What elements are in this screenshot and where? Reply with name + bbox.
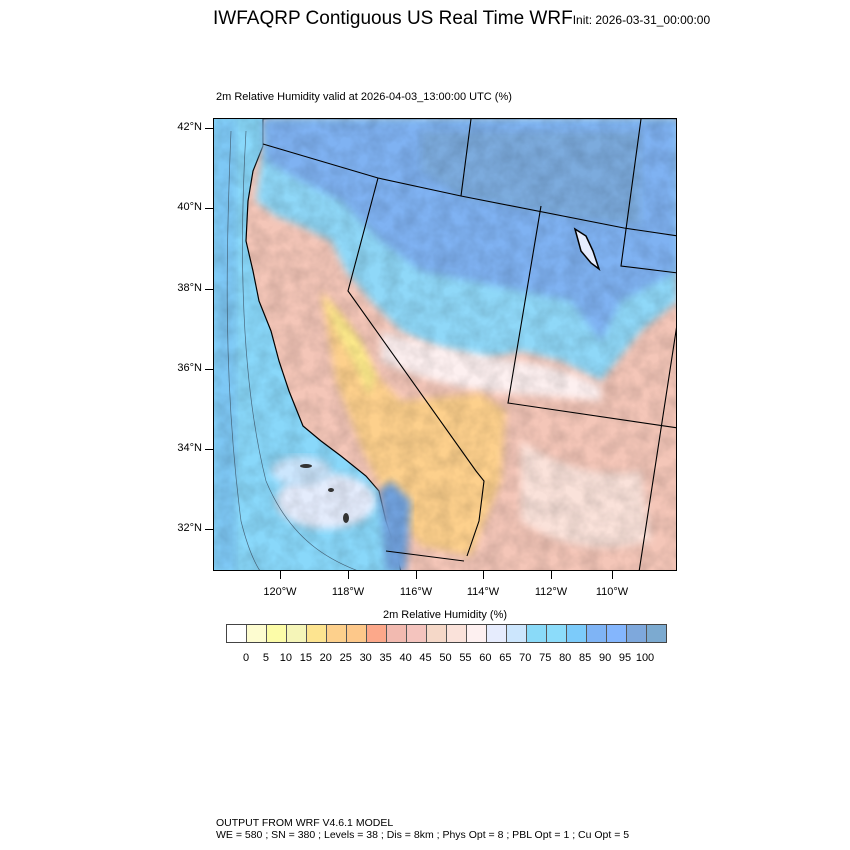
- tick: [205, 369, 213, 370]
- colorbar: [226, 624, 667, 643]
- tick: [416, 571, 417, 579]
- lat-label: 34°N: [177, 442, 202, 454]
- colorbar-swatch: [487, 625, 507, 642]
- colorbar-swatch: [227, 625, 247, 642]
- lat-label: 36°N: [177, 362, 202, 374]
- colorbar-label: 20: [319, 652, 332, 664]
- init-time: Init: 2026-03-31_00:00:00: [572, 13, 711, 27]
- map-canvas: [214, 119, 676, 570]
- lat-label: 42°N: [177, 121, 202, 133]
- tick: [551, 571, 552, 579]
- colorbar-swatch: [407, 625, 427, 642]
- colorbar-swatch: [267, 625, 287, 642]
- lat-label: 38°N: [177, 282, 202, 294]
- colorbar-swatch: [627, 625, 647, 642]
- colorbar-label: 0: [242, 652, 250, 664]
- tick: [205, 449, 213, 450]
- colorbar-label: 75: [539, 652, 552, 664]
- colorbar-swatch: [307, 625, 327, 642]
- colorbar-swatch: [507, 625, 527, 642]
- lon-label: 120°W: [263, 586, 297, 598]
- colorbar-swatch: [287, 625, 307, 642]
- title-text: IWFAQRP Contiguous US Real Time WRF: [213, 8, 573, 29]
- colorbar-swatch: [427, 625, 447, 642]
- lat-label: 32°N: [177, 522, 202, 534]
- land: [214, 119, 676, 570]
- colorbar-label: 100: [635, 652, 655, 664]
- colorbar-swatch: [327, 625, 347, 642]
- islands: [300, 464, 349, 523]
- colorbar-label: 25: [339, 652, 352, 664]
- colorbar-swatch: [447, 625, 467, 642]
- colorbar-label: 45: [419, 652, 432, 664]
- colorbar-label: 35: [379, 652, 392, 664]
- tick: [205, 128, 213, 129]
- tick: [205, 529, 213, 530]
- colorbar-label: 55: [459, 652, 472, 664]
- colorbar-label: 15: [299, 652, 312, 664]
- plot-title: IWFAQRP Contiguous US Real Time WRFInit:…: [213, 8, 710, 30]
- humidity-map: [213, 118, 677, 571]
- model-footer: OUTPUT FROM WRF V4.6.1 MODEL WE = 580 ; …: [216, 817, 629, 841]
- state-borders: [262, 119, 676, 570]
- tick: [280, 571, 281, 579]
- great-salt-lake: [573, 227, 601, 272]
- lon-label: 118°W: [331, 586, 365, 598]
- colorbar-swatch: [367, 625, 387, 642]
- colorbar-swatch: [247, 625, 267, 642]
- tick: [348, 571, 349, 579]
- colorbar-label: 85: [579, 652, 592, 664]
- footer-line-1: OUTPUT FROM WRF V4.6.1 MODEL: [216, 817, 394, 829]
- lon-label: 110°W: [595, 586, 629, 598]
- footer-line-2: WE = 580 ; SN = 380 ; Levels = 38 ; Dis …: [216, 829, 630, 841]
- plot-subtitle: 2m Relative Humidity valid at 2026-04-03…: [216, 91, 512, 103]
- colorbar-label: 40: [399, 652, 412, 664]
- lon-label: 114°W: [466, 586, 500, 598]
- colorbar-label: 5: [262, 652, 269, 664]
- colorbar-label: 60: [479, 652, 492, 664]
- tick: [205, 289, 213, 290]
- colorbar-label: 65: [499, 652, 512, 664]
- colorbar-swatch: [347, 625, 367, 642]
- colorbar-swatch: [587, 625, 607, 642]
- tick: [612, 571, 613, 579]
- tick: [483, 571, 484, 579]
- colorbar-swatch: [607, 625, 627, 642]
- colorbar-label: 50: [439, 652, 452, 664]
- colorbar-label: 30: [359, 652, 372, 664]
- colorbar-swatch: [387, 625, 407, 642]
- tick: [205, 208, 213, 209]
- colorbar-title: 2m Relative Humidity (%): [382, 609, 508, 621]
- colorbar-swatch: [647, 625, 666, 642]
- colorbar-swatch: [547, 625, 567, 642]
- colorbar-label: 10: [279, 652, 293, 664]
- colorbar-swatch: [567, 625, 587, 642]
- lon-label: 116°W: [399, 586, 433, 598]
- colorbar-label: 70: [519, 652, 532, 664]
- lat-label: 40°N: [177, 201, 202, 213]
- colorbar-label: 95: [618, 652, 632, 664]
- colorbar-swatch: [467, 625, 487, 642]
- colorbar-label: 80: [559, 652, 572, 664]
- colorbar-label: 90: [598, 652, 612, 664]
- colorbar-swatch: [527, 625, 547, 642]
- lon-label: 112°W: [534, 586, 568, 598]
